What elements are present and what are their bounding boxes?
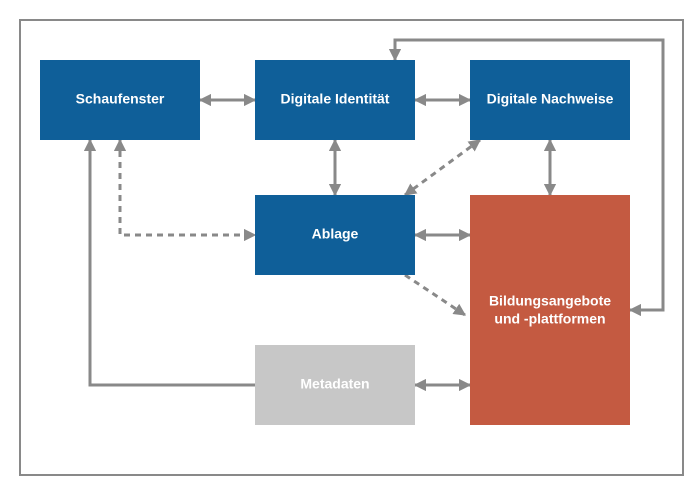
node-label-bildungsangebote-line1: Bildungsangebote [489, 292, 611, 308]
edge-schaufenster-ablage-top [120, 140, 255, 235]
node-ablage: Ablage [255, 195, 415, 275]
node-label-ablage: Ablage [312, 226, 359, 242]
node-label-schaufenster: Schaufenster [76, 91, 165, 107]
node-bildungsangebote: Bildungsangebote und -plattformen [470, 195, 630, 425]
nodes-group: Schaufenster Digitale Identität Digitale N… [40, 60, 630, 425]
node-label-metadaten: Metadaten [300, 376, 369, 392]
edge-ablage-bildung-diag [405, 275, 465, 315]
node-metadaten: Metadaten [255, 345, 415, 425]
diagram-canvas: Schaufenster Digitale Identität Digitale N… [0, 0, 695, 500]
node-label-bildungsangebote-line2: und -plattformen [494, 311, 605, 327]
edge-nachweise-ablage-diag [405, 140, 480, 195]
node-schaufenster: Schaufenster [40, 60, 200, 140]
node-digitale_nachweise: Digitale Nachweise [470, 60, 630, 140]
edge-metadaten-schaufenster [90, 140, 255, 385]
node-digitale_identitaet: Digitale Identität [255, 60, 415, 140]
node-label-digitale_identitaet: Digitale Identität [281, 91, 390, 107]
node-label-digitale_nachweise: Digitale Nachweise [487, 91, 614, 107]
